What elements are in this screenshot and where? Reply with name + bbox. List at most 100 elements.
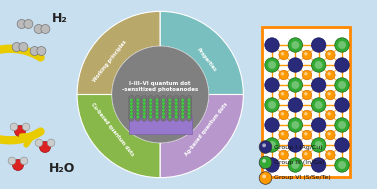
Circle shape — [155, 99, 159, 102]
Circle shape — [338, 161, 346, 169]
Circle shape — [173, 102, 179, 108]
Circle shape — [180, 116, 185, 121]
Circle shape — [175, 109, 178, 112]
Circle shape — [136, 105, 139, 108]
Circle shape — [304, 92, 308, 95]
Circle shape — [291, 161, 299, 169]
Circle shape — [302, 110, 312, 120]
Circle shape — [168, 112, 172, 115]
Circle shape — [161, 109, 166, 115]
Circle shape — [167, 106, 173, 111]
Circle shape — [175, 115, 178, 119]
FancyBboxPatch shape — [262, 27, 350, 177]
Circle shape — [141, 109, 147, 115]
Circle shape — [265, 158, 279, 172]
Circle shape — [135, 95, 141, 101]
Circle shape — [130, 115, 133, 119]
Circle shape — [167, 95, 173, 101]
Circle shape — [302, 90, 312, 100]
Circle shape — [168, 102, 172, 105]
Circle shape — [291, 41, 299, 49]
Circle shape — [281, 52, 284, 56]
Circle shape — [304, 52, 308, 56]
Circle shape — [281, 152, 284, 156]
Circle shape — [186, 102, 192, 108]
Circle shape — [259, 172, 272, 184]
Circle shape — [149, 102, 152, 105]
Circle shape — [186, 106, 192, 111]
Circle shape — [47, 139, 55, 147]
Wedge shape — [160, 11, 244, 94]
Circle shape — [20, 157, 28, 165]
Bar — [129, 116, 192, 134]
Circle shape — [181, 109, 184, 112]
Circle shape — [328, 72, 331, 75]
Circle shape — [173, 99, 179, 105]
Circle shape — [173, 112, 179, 118]
Circle shape — [148, 116, 153, 121]
Circle shape — [129, 106, 134, 111]
Circle shape — [161, 116, 166, 121]
Circle shape — [259, 156, 272, 169]
Text: I–III–VI quantum dot
-sensitized photoanodes: I–III–VI quantum dot -sensitized photoan… — [122, 81, 198, 92]
Circle shape — [162, 112, 165, 115]
Circle shape — [129, 112, 134, 118]
Circle shape — [154, 109, 160, 115]
Circle shape — [186, 99, 192, 105]
Circle shape — [268, 141, 276, 149]
Circle shape — [161, 95, 166, 101]
Circle shape — [311, 38, 326, 52]
Circle shape — [149, 99, 152, 102]
Circle shape — [335, 58, 349, 72]
Circle shape — [180, 109, 185, 115]
Circle shape — [181, 102, 184, 105]
Circle shape — [181, 112, 184, 115]
Circle shape — [162, 99, 165, 102]
Circle shape — [315, 101, 323, 109]
Circle shape — [162, 115, 165, 119]
Circle shape — [129, 102, 134, 108]
Circle shape — [187, 109, 191, 112]
Circle shape — [168, 99, 172, 102]
Circle shape — [173, 109, 179, 115]
Circle shape — [148, 99, 153, 105]
Circle shape — [335, 78, 349, 92]
Circle shape — [167, 102, 173, 108]
Circle shape — [180, 95, 185, 101]
Circle shape — [17, 19, 26, 29]
Circle shape — [135, 116, 141, 121]
Circle shape — [288, 158, 302, 172]
Circle shape — [338, 41, 346, 49]
Circle shape — [262, 143, 266, 147]
Circle shape — [338, 81, 346, 89]
Circle shape — [143, 99, 146, 102]
Circle shape — [311, 118, 326, 132]
Circle shape — [143, 109, 146, 112]
Circle shape — [288, 78, 302, 92]
Circle shape — [265, 78, 279, 92]
Text: Group III (In/Ga): Group III (In/Ga) — [274, 160, 325, 165]
Circle shape — [162, 105, 165, 108]
Circle shape — [279, 150, 288, 160]
Circle shape — [141, 99, 147, 105]
Circle shape — [148, 95, 153, 101]
Circle shape — [304, 152, 308, 156]
Circle shape — [281, 72, 284, 75]
Circle shape — [135, 106, 141, 111]
Circle shape — [136, 102, 139, 105]
Circle shape — [154, 116, 160, 121]
Circle shape — [162, 102, 165, 105]
Circle shape — [288, 58, 302, 72]
Circle shape — [181, 105, 184, 108]
Circle shape — [41, 25, 50, 33]
Circle shape — [135, 109, 141, 115]
Circle shape — [143, 102, 146, 105]
Circle shape — [112, 46, 208, 143]
Circle shape — [155, 102, 159, 105]
Circle shape — [155, 105, 159, 108]
Circle shape — [175, 99, 178, 102]
Circle shape — [265, 58, 279, 72]
Circle shape — [279, 110, 288, 120]
Circle shape — [168, 109, 172, 112]
Circle shape — [141, 95, 147, 101]
